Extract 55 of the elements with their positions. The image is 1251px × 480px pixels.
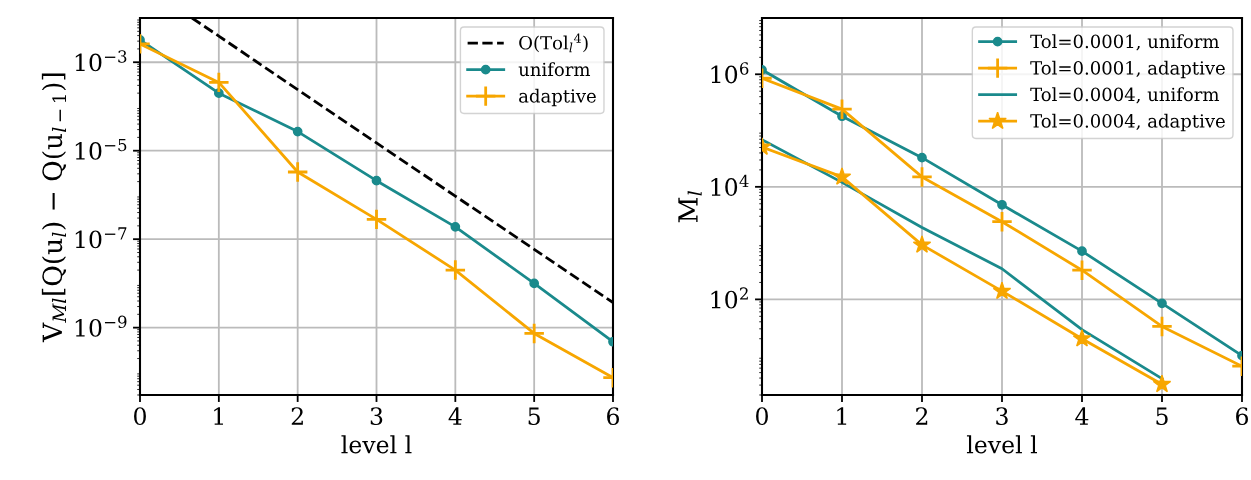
legend-label: adaptive xyxy=(519,88,596,107)
legend-label: Tol=0.0001, uniform xyxy=(1030,34,1220,51)
x-tick-label: 2 xyxy=(291,407,303,425)
point xyxy=(1157,298,1167,309)
x-tick-label: 1 xyxy=(837,407,847,425)
x-tick-label: 2 xyxy=(916,407,928,425)
point xyxy=(1150,315,1174,338)
x-tick-label: 0 xyxy=(756,407,768,426)
point xyxy=(1072,328,1092,347)
x-tick-label: 5 xyxy=(528,407,540,426)
point xyxy=(832,167,852,185)
y-tick-label: 10$^{−5}$ xyxy=(75,138,127,160)
point xyxy=(1077,246,1087,256)
x-tick-label: 1 xyxy=(214,407,223,425)
point xyxy=(292,126,303,137)
y-tick-label: 10$^{−9}$ xyxy=(75,315,127,337)
x-tick-label: 3 xyxy=(370,407,383,426)
legend-label: O(Tol$_{l}$$^{4}$) xyxy=(519,33,588,53)
legend-label: uniform xyxy=(518,62,591,77)
x-tick-label: 6 xyxy=(1236,407,1249,426)
point xyxy=(997,199,1007,210)
x-tick-label: 0 xyxy=(134,407,146,426)
point xyxy=(365,208,388,231)
point xyxy=(523,322,546,345)
legend-label: Tol=0.0004, uniform xyxy=(1030,87,1220,104)
y-tick-label: 10$^{−7}$ xyxy=(75,227,127,249)
point xyxy=(1070,259,1094,282)
legend-label: Tol=0.0001, adaptive xyxy=(1030,60,1225,79)
y-tick-label: 10$^{2}$ xyxy=(711,287,748,309)
x-axis-title: level l xyxy=(341,435,412,454)
point xyxy=(990,210,1014,233)
point xyxy=(529,278,540,289)
y-axis-title: V$_{Ml}$[Q(u$_{l}$) − Q(u$_{l−1}$)] xyxy=(41,73,67,343)
y-tick-label: 10$^{4}$ xyxy=(711,174,749,196)
point xyxy=(207,71,230,94)
point xyxy=(992,281,1012,300)
legend-label: Tol=0.0004, adaptive xyxy=(1030,113,1225,132)
y-tick-label: 10$^{6}$ xyxy=(711,62,749,84)
x-tick-label: 3 xyxy=(996,407,1008,426)
x-tick-label: 4 xyxy=(1075,407,1089,425)
point xyxy=(1152,374,1172,393)
x-tick-label: 6 xyxy=(607,407,620,426)
point xyxy=(444,258,467,282)
point xyxy=(910,165,934,189)
point xyxy=(912,235,932,253)
point xyxy=(917,152,927,163)
point xyxy=(450,221,461,232)
point xyxy=(830,98,854,121)
y-axis-title: M$_{l}$ xyxy=(678,191,702,223)
x-axis-title: level l xyxy=(966,435,1038,454)
point xyxy=(286,160,309,184)
x-tick-label: 4 xyxy=(448,407,462,425)
x-tick-label: 5 xyxy=(1156,407,1168,426)
point xyxy=(371,175,382,186)
y-tick-label: 10$^{−3}$ xyxy=(75,50,127,72)
